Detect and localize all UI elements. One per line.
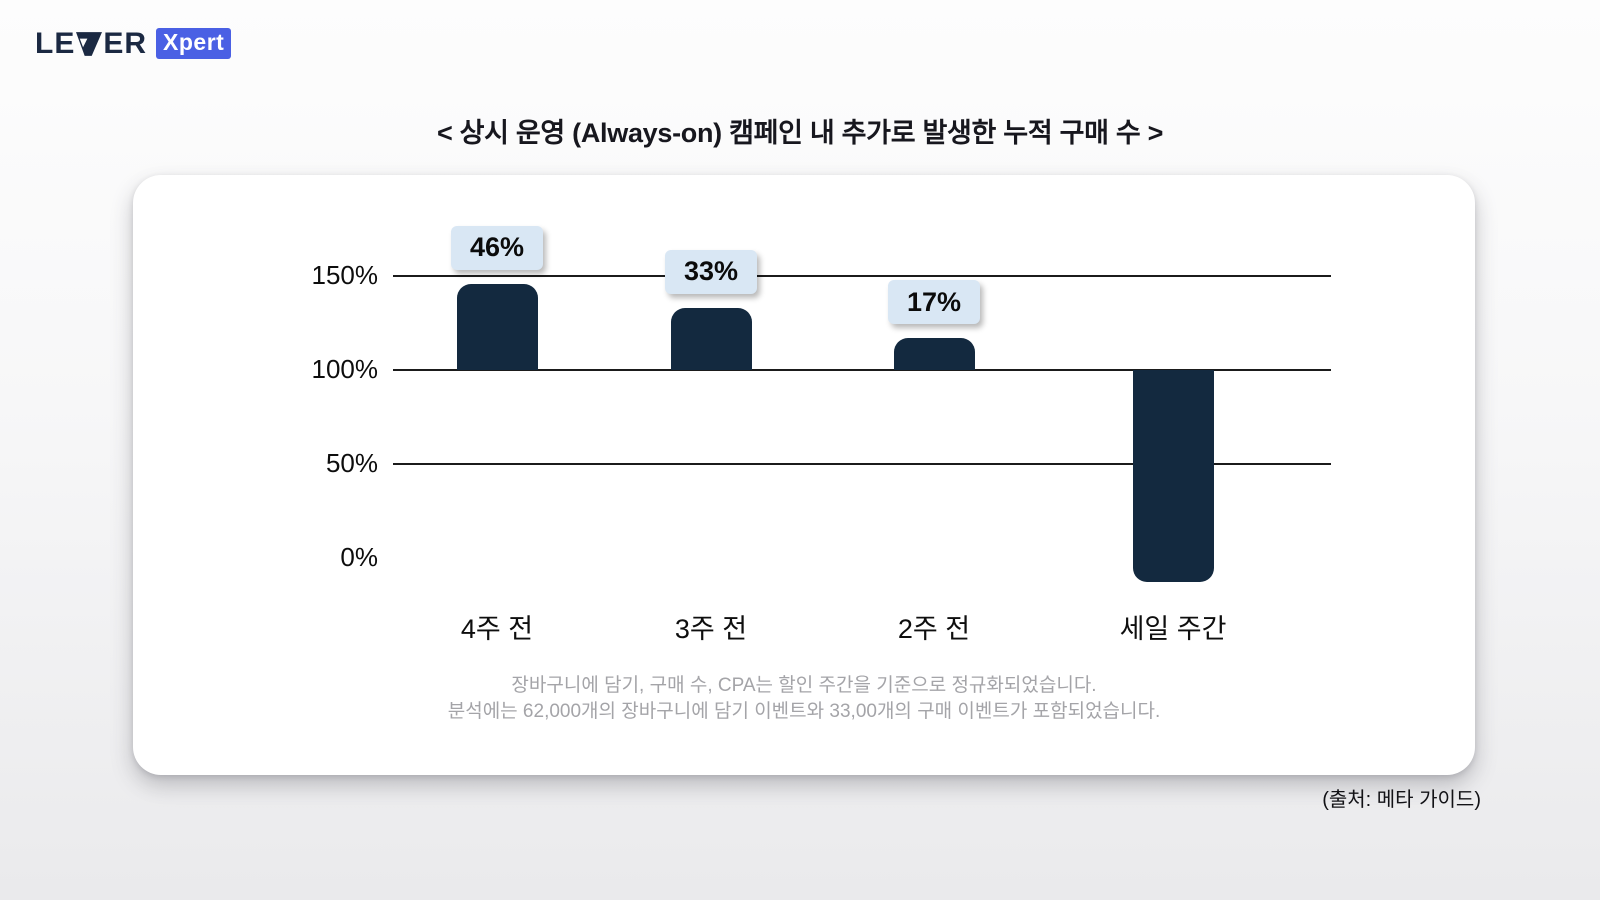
source-credit: (출처: 메타 가이드) [1322, 789, 1481, 811]
bar-value-label-1: 46% [451, 225, 543, 270]
bar-value-label-2: 33% [665, 249, 757, 294]
lever-xpert-logo: LE ER Xpert [35, 26, 232, 60]
bar-value-label-3: 17% [888, 280, 980, 325]
y-tick-label-0: 0% [340, 542, 378, 572]
logo-text-left: LE [35, 26, 76, 60]
chart-card: 150% 100% 50% 0% 46% 4주 전 33% 3주 전 17% 2주 전 세일 주간 … [133, 175, 1475, 775]
logo-badge: Xpert [156, 28, 232, 59]
y-tick-label-150: 150% [311, 260, 379, 290]
x-category-label-1: 4주 전 [460, 614, 534, 644]
y-tick-label-100: 100% [311, 354, 379, 384]
footnote-line-2: 분석에는 62,000개의 장바구니에 담기 이벤트와 33,00개의 구매 이… [447, 701, 1161, 722]
stylized-v-icon [76, 31, 103, 56]
logo-wordmark: LE ER [35, 26, 148, 60]
bar-4 [1132, 370, 1214, 583]
x-category-label-4: 세일 주간 [1119, 614, 1227, 644]
bar-1 [456, 283, 538, 370]
gridline-100 [393, 369, 1331, 371]
y-tick-label-50: 50% [325, 448, 378, 478]
x-category-label-3: 2주 전 [897, 614, 971, 644]
bar-2 [670, 307, 752, 370]
x-category-label-2: 3주 전 [674, 614, 748, 644]
gridline-50 [393, 463, 1331, 465]
bar-3 [893, 338, 975, 370]
chart-footnote: 장바구니에 담기, 구매 수, CPA는 할인 주간을 기준으로 정규화되었습니… [133, 673, 1475, 725]
gridline-150 [393, 275, 1331, 277]
page-title: < 상시 운영 (Always-on) 캠페인 내 추가로 발생한 누적 구매 … [436, 118, 1164, 148]
logo-text-right: ER [103, 26, 148, 60]
footnote-line-1: 장바구니에 담기, 구매 수, CPA는 할인 주간을 기준으로 정규화되었습니… [511, 675, 1097, 696]
